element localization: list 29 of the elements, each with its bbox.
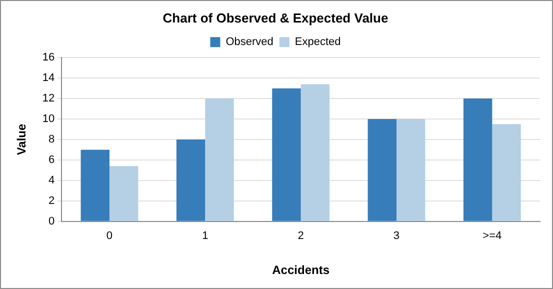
x-tick-label: 1 — [202, 230, 208, 242]
bar — [368, 119, 396, 221]
chart-title: Chart of Observed & Expected Value — [162, 10, 388, 26]
y-tick-label: 0 — [48, 215, 55, 228]
bar — [205, 98, 234, 221]
x-tick-label: >=4 — [482, 230, 502, 242]
y-tick-label: 2 — [48, 194, 55, 207]
x-tick-label: 2 — [298, 230, 304, 242]
bar — [300, 84, 330, 221]
bar — [109, 166, 138, 221]
legend-label: Expected — [294, 36, 341, 48]
x-axis-title: Accidents — [272, 263, 330, 278]
y-tick-label: 8 — [48, 134, 55, 146]
x-tick-label: 0 — [106, 230, 113, 242]
bar — [492, 124, 521, 221]
bar — [80, 150, 110, 221]
y-tick-label: 16 — [42, 52, 55, 64]
y-axis-title: Value — [14, 124, 29, 156]
y-tick-label: 6 — [48, 154, 55, 166]
legend-label: Observed — [226, 36, 274, 48]
y-tick-label: 12 — [42, 92, 55, 105]
bar — [463, 98, 492, 221]
y-tick-label: 4 — [48, 174, 55, 186]
bar — [272, 88, 301, 221]
bar — [176, 140, 206, 221]
x-tick-label: 3 — [393, 230, 400, 242]
y-tick-label: 10 — [42, 113, 55, 126]
y-tick-label: 14 — [42, 72, 55, 84]
bar — [396, 119, 426, 221]
